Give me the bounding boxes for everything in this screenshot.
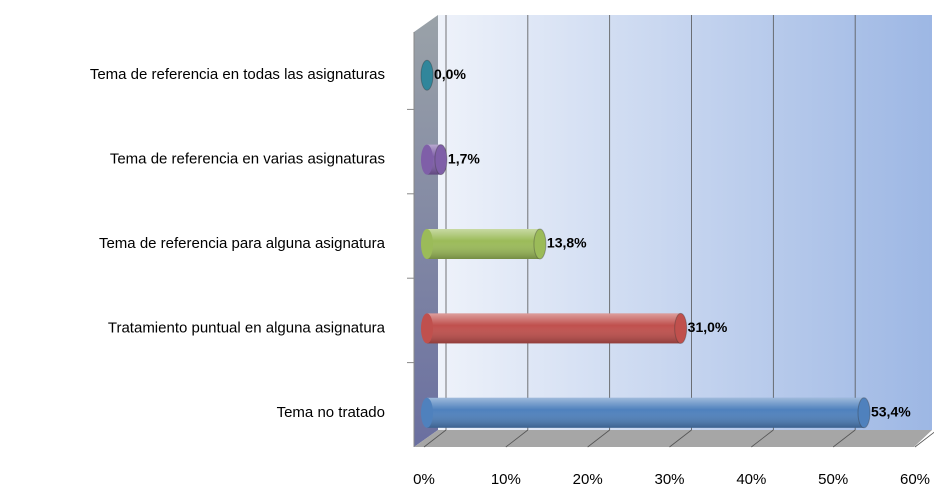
x-tick-label: 50% (818, 471, 848, 488)
bar-end-cap (420, 59, 434, 91)
grid-line (669, 429, 692, 448)
value-label: 31,0% (688, 319, 728, 335)
y-tick-label: Tema de referencia en todas las asignatu… (90, 66, 385, 83)
floor (414, 430, 932, 447)
x-tick-label: 60% (900, 471, 930, 488)
y-tick-label: Tema de referencia en varias asignaturas (110, 151, 385, 168)
y-tick-label: Tema de referencia para alguna asignatur… (99, 235, 386, 252)
x-tick-label: 10% (491, 471, 521, 488)
bar-start-cap (421, 313, 433, 344)
bar-start-cap (421, 144, 433, 175)
plot: 0% 10% 20% 30% 40% 50% 60% Tema de referencia e… (90, 15, 934, 488)
back-wall (438, 15, 932, 430)
grid-line (587, 429, 610, 448)
value-label: 53,4% (871, 404, 911, 420)
value-label: 13,8% (547, 235, 587, 251)
x-tick-label: 20% (573, 471, 603, 488)
bar-end-cap (674, 312, 688, 344)
y-tick-label: Tema no tratado (277, 404, 385, 421)
bar-start-cap (421, 229, 433, 259)
grid-line (423, 429, 447, 448)
grid-line (914, 431, 934, 448)
bar-end-cap (857, 397, 871, 429)
bar-end-cap (533, 228, 547, 260)
bar-shine (427, 397, 864, 428)
bar-shine (427, 313, 681, 344)
grid-line (832, 429, 856, 448)
value-label: 0,0% (434, 66, 466, 82)
grid-line (751, 429, 774, 448)
bar-shine (427, 229, 540, 259)
bar-end-cap (434, 144, 448, 176)
x-tick-label: 30% (654, 471, 684, 488)
x-tick-label: 0% (413, 471, 435, 488)
grid-line (505, 429, 529, 448)
value-label: 1,7% (448, 150, 480, 166)
bar-start-cap (421, 397, 433, 428)
y-tick-label: Tratamiento puntual en alguna asignatura (108, 319, 386, 336)
x-tick-label: 40% (736, 471, 766, 488)
